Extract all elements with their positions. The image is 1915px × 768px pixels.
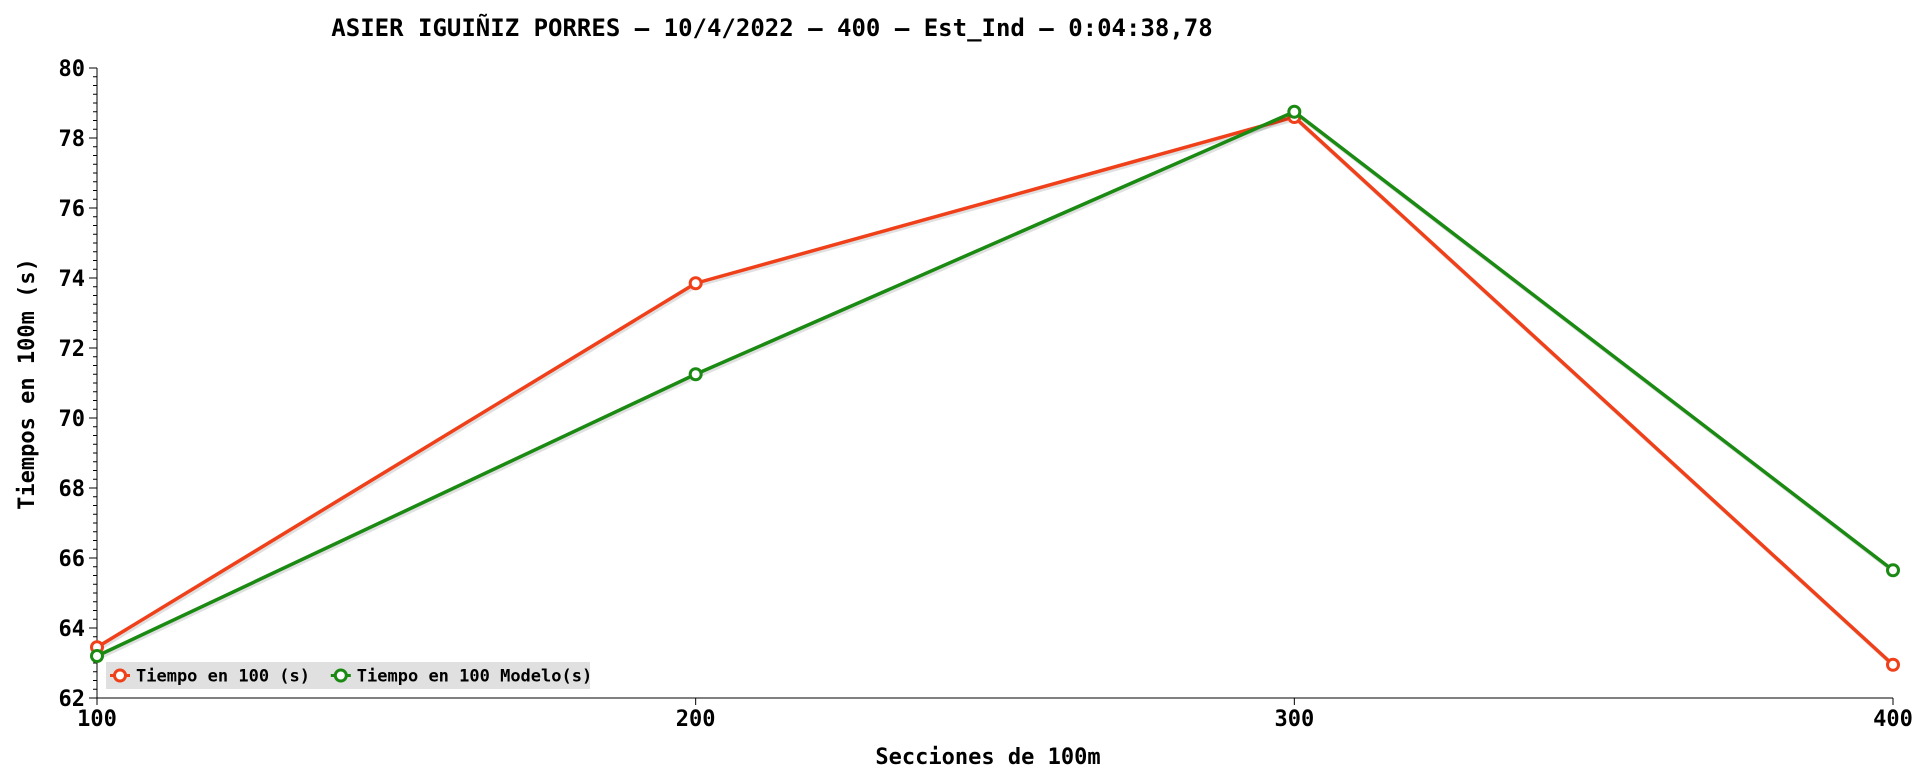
y-tick-label: 66 (59, 547, 86, 572)
y-tick-label: 78 (59, 127, 86, 152)
x-tick-label: 200 (676, 707, 716, 732)
y-axis-label: Tiempos en 100m (s) (15, 258, 40, 510)
y-tick-label: 70 (59, 407, 86, 432)
legend-marker-1 (113, 668, 127, 683)
y-tick-label: 64 (59, 617, 86, 642)
y-tick-label: 80 (59, 57, 86, 82)
y-tick-label: 68 (59, 477, 86, 502)
y-tick-label: 62 (59, 687, 86, 712)
series-2-point (1287, 104, 1302, 119)
series-2-point (1886, 563, 1900, 578)
x-axis-label: Secciones de 100m (875, 745, 1100, 768)
legend-marker-2 (333, 668, 348, 683)
y-tick-label: 72 (59, 337, 86, 362)
series-layer (90, 104, 1900, 672)
series-1-point (1886, 657, 1900, 672)
series-shadow-2 (97, 111, 1896, 660)
legend: Tiempo en 100 (s) Tiempo en 100 Modelo(s) (106, 662, 592, 689)
y-tick-label: 76 (59, 197, 86, 222)
y-tick-label: 74 (59, 267, 86, 292)
chart-title: ASIER IGUIÑIZ PORRES – 10/4/2022 – 400 –… (331, 13, 1212, 42)
legend-label-2: Tiempo en 100 Modelo(s) (357, 667, 592, 687)
x-tick-label: 100 (77, 707, 117, 732)
y-axis: 62 64 66 68 70 72 74 76 78 80 (59, 57, 98, 712)
legend-label-1: Tiempo en 100 (s) (136, 667, 310, 687)
series-line-2 (96, 110, 1895, 658)
series-2-point (90, 649, 104, 663)
series-2-point (688, 367, 703, 382)
series-line-1 (96, 115, 1895, 667)
x-tick-label: 300 (1274, 707, 1314, 732)
x-tick-label: 400 (1873, 707, 1913, 732)
x-axis: 100 200 300 400 (77, 697, 1913, 732)
series-1-point (688, 276, 703, 291)
